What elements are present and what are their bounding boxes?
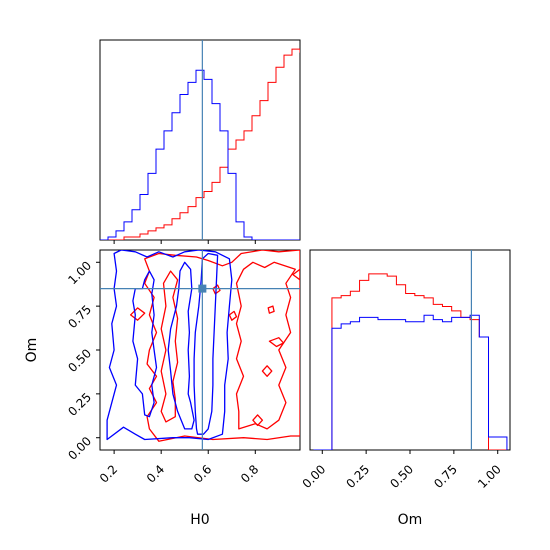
contour-red-8 [252, 414, 264, 427]
contour-truth-lines [100, 250, 300, 450]
om-tick-label: 0.50 [387, 462, 416, 491]
contour-red-3 [129, 307, 146, 321]
om-y-axis-label: Om [24, 338, 40, 363]
contour-red-7 [261, 365, 273, 377]
om-hist-red-line [313, 273, 507, 450]
contour-blue-2 [106, 250, 233, 441]
h0-histogram-frame [99, 39, 301, 241]
om-tick-label: 0.00 [300, 462, 329, 491]
contour-blue-1 [167, 261, 195, 430]
contour-red-0 [144, 250, 300, 442]
h0-om-contour-panel: 0.2 0.4 0.6 0.8 0.00 0.25 0.50 0.75 1.00 [65, 249, 301, 486]
h0-histogram-ticks [113, 240, 256, 244]
contour-frame [99, 249, 301, 451]
om-histogram-blue [313, 314, 508, 450]
om-y-tick-label: 0.00 [65, 434, 94, 463]
contour-red-4 [267, 305, 275, 314]
contour-red-6 [268, 337, 285, 348]
om-axis-label: Om [398, 512, 423, 528]
h0-tick-label: 0.2 [97, 462, 120, 485]
h0-tick-label: 0.6 [191, 462, 214, 485]
h0-tick-label: 0.4 [144, 462, 167, 485]
h0-tick-label: 0.8 [238, 462, 261, 485]
om-tick-label: 1.00 [475, 462, 504, 491]
contour-x-ticks: 0.2 0.4 0.6 0.8 [97, 450, 261, 486]
truth-marker [198, 284, 207, 293]
om-histogram-panel: 0.00 0.25 0.50 0.75 1.00 [300, 249, 511, 491]
contour-red-1 [235, 261, 296, 430]
h0-histogram-blue [100, 69, 300, 240]
contour-blue-3 [132, 270, 158, 418]
om-hist-blue-line [313, 314, 508, 450]
h0-histogram-red [100, 48, 300, 240]
om-histogram-frame [309, 249, 511, 451]
om-histogram-red [313, 273, 507, 450]
om-tick-label: 0.75 [431, 462, 460, 491]
om-tick-label: 0.25 [343, 462, 372, 491]
h0-hist-blue-line [100, 69, 300, 240]
contour-red-2 [160, 270, 179, 423]
om-histogram-ticks: 0.00 0.25 0.50 0.75 1.00 [300, 450, 504, 491]
contour-red-10 [228, 310, 238, 321]
h0-histogram-panel [99, 39, 301, 244]
contour-y-ticks: 0.00 0.25 0.50 0.75 1.00 [65, 259, 100, 463]
contours-red [129, 250, 300, 442]
om-y-tick-label: 1.00 [65, 259, 94, 288]
contour-blue-0 [193, 252, 219, 435]
h0-hist-red-line [100, 48, 300, 240]
om-y-tick-label: 0.25 [65, 390, 94, 419]
contour-red-5 [292, 268, 300, 281]
h0-axis-label: H0 [190, 512, 209, 528]
om-y-tick-label: 0.75 [65, 302, 94, 331]
om-y-tick-label: 0.50 [65, 346, 94, 375]
contours-blue [106, 250, 233, 441]
